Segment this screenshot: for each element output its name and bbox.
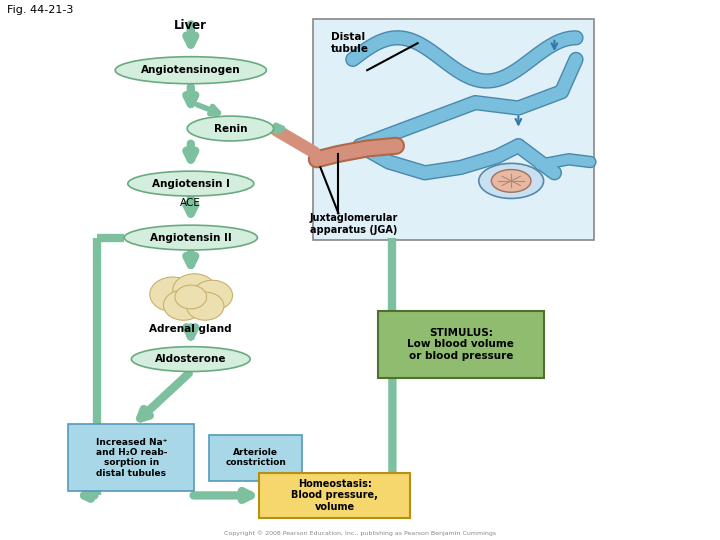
- Text: Homeostasis:
Blood pressure,
volume: Homeostasis: Blood pressure, volume: [292, 479, 378, 512]
- Circle shape: [150, 277, 196, 312]
- Text: Juxtaglomerular
apparatus (JGA): Juxtaglomerular apparatus (JGA): [310, 213, 398, 235]
- Ellipse shape: [491, 170, 531, 192]
- Ellipse shape: [115, 57, 266, 84]
- FancyBboxPatch shape: [259, 472, 410, 518]
- Text: Fig. 44-21-3: Fig. 44-21-3: [7, 5, 73, 16]
- FancyBboxPatch shape: [209, 435, 302, 481]
- Circle shape: [163, 290, 204, 320]
- Ellipse shape: [131, 347, 251, 372]
- Text: Adrenal gland: Adrenal gland: [150, 324, 232, 334]
- Text: Angiotensinogen: Angiotensinogen: [141, 65, 240, 75]
- Text: Renin: Renin: [214, 124, 247, 133]
- Text: Angiotensin II: Angiotensin II: [150, 233, 232, 242]
- FancyBboxPatch shape: [378, 310, 544, 378]
- FancyBboxPatch shape: [313, 19, 594, 240]
- Circle shape: [173, 274, 216, 306]
- Ellipse shape: [187, 116, 274, 141]
- FancyBboxPatch shape: [68, 424, 194, 491]
- Ellipse shape: [128, 171, 254, 196]
- Text: Distal
tubule: Distal tubule: [331, 32, 369, 54]
- Circle shape: [175, 285, 207, 309]
- Text: Copyright © 2008 Pearson Education, Inc., publishing as Pearson Benjamin Cumming: Copyright © 2008 Pearson Education, Inc.…: [224, 530, 496, 536]
- Ellipse shape: [125, 225, 258, 250]
- Text: Arteriole
constriction: Arteriole constriction: [225, 448, 286, 467]
- Text: ACE: ACE: [181, 198, 201, 207]
- Text: Angiotensin I: Angiotensin I: [152, 179, 230, 188]
- Text: Aldosterone: Aldosterone: [155, 354, 227, 364]
- Ellipse shape: [479, 163, 544, 198]
- Circle shape: [192, 280, 233, 310]
- Text: STIMULUS:
Low blood volume
or blood pressure: STIMULUS: Low blood volume or blood pres…: [408, 328, 514, 361]
- Text: Increased Na⁺
and H₂O reab-
sorption in
distal tubules: Increased Na⁺ and H₂O reab- sorption in …: [96, 437, 167, 478]
- Circle shape: [186, 292, 224, 320]
- Text: Liver: Liver: [174, 19, 207, 32]
